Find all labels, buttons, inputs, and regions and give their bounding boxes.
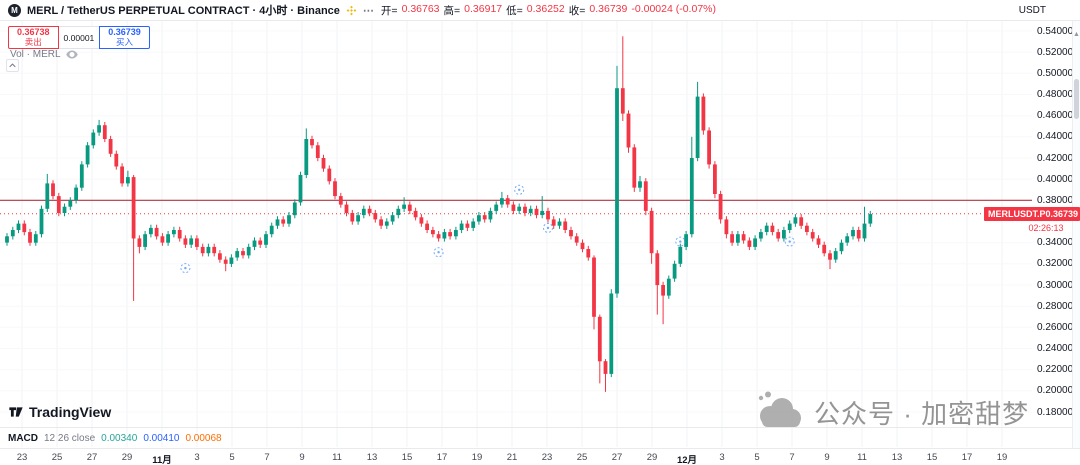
low-value: 0.36252: [526, 2, 565, 15]
price-tag-symbol: MERLUSDT.P: [988, 209, 1046, 219]
binance-icon: [346, 5, 357, 16]
bar-countdown: 02:26:13: [1028, 223, 1064, 233]
price-scale-label: 0.46000: [1037, 110, 1074, 122]
time-axis-label: 13: [891, 452, 903, 463]
chart-topbar: M MERL / TetherUS PERPETUAL CONTRACT · 4…: [0, 0, 1080, 21]
time-axis-label: 11月: [152, 455, 172, 465]
time-axis-label: 25: [576, 452, 588, 463]
high-label: 高=: [443, 4, 461, 17]
macd-legend: MACD 12 26 close 0.00340 0.00410 0.00068: [8, 433, 222, 444]
ohlc-readout: 开= 0.36763 高= 0.36917 低= 0.36252 收= 0.36739 …: [381, 3, 716, 18]
price-scale-label: 0.24000: [1037, 343, 1074, 354]
close-value: 0.36739: [589, 2, 628, 15]
buy-price: 0.36739: [108, 26, 141, 37]
price-scale-label: 0.28000: [1037, 300, 1074, 312]
time-axis-label: 9: [299, 452, 305, 463]
time-axis-label: 19: [996, 452, 1008, 463]
low-label: 低=: [506, 4, 523, 17]
price-scale-label: 0.48000: [1037, 89, 1074, 100]
price-scale-label: 0.40000: [1037, 173, 1074, 185]
scrollbar-thumb[interactable]: [1074, 79, 1079, 119]
tradingview-logo[interactable]: TradingView: [8, 404, 111, 420]
time-axis-label: 3: [194, 452, 200, 463]
time-axis-label: 11: [857, 452, 867, 463]
time-axis-label: 11: [332, 452, 342, 463]
price-scale-label: 0.22000: [1037, 364, 1074, 376]
time-axis-label: 23: [541, 452, 553, 463]
more-options-button[interactable]: ⋯: [362, 4, 375, 17]
price-scale-label: 0.38000: [1037, 194, 1074, 206]
tradingview-icon: [9, 407, 23, 417]
macd-signal-value: 0.00068: [185, 433, 222, 444]
high-value: 0.36917: [464, 2, 503, 15]
pane-collapse-button[interactable]: [6, 59, 19, 72]
time-axis-label: 19: [471, 452, 483, 463]
time-axis-label: 7: [789, 452, 795, 463]
price-tag-value: 0.36739: [1045, 209, 1079, 219]
macd-params: 12 26 close: [44, 433, 96, 444]
time-axis-label: 27: [611, 452, 623, 463]
price-scale-label: 0.20000: [1037, 385, 1074, 397]
visibility-eye-icon[interactable]: [65, 50, 78, 59]
price-scale-label: 0.32000: [1037, 258, 1074, 270]
time-axis-label: 3: [719, 452, 725, 463]
time-axis-label: 13: [366, 452, 378, 463]
open-value: 0.36763: [401, 2, 440, 15]
current-price-tag: MERLUSDT.P 0.36739: [984, 207, 1080, 221]
symbol-logo-icon: M: [8, 3, 21, 17]
spread-value: 0.00001: [58, 26, 100, 49]
time-axis-label: 23: [16, 452, 28, 463]
candlestick-chart[interactable]: [0, 0, 1032, 465]
time-axis-label: 25: [51, 452, 63, 463]
macd-title[interactable]: MACD: [8, 433, 38, 444]
scroll-up-icon[interactable]: ▲: [1073, 31, 1080, 38]
time-axis-label: 21: [506, 452, 518, 463]
chevron-up-icon: [9, 63, 16, 68]
macd-histogram-value: 0.00340: [101, 433, 138, 444]
time-axis-label: 29: [121, 452, 133, 463]
price-scale-label: 0.30000: [1037, 279, 1074, 291]
time-axis-label: 15: [401, 452, 413, 463]
macd-line-value: 0.00410: [143, 433, 180, 444]
time-axis-label: 15: [926, 452, 938, 463]
close-label: 收=: [568, 4, 586, 17]
volume-label: Vol · MERL: [10, 49, 61, 60]
buy-label: 买入: [116, 36, 134, 47]
tradingview-wordmark: TradingView: [29, 404, 112, 420]
price-scale-label: 0.44000: [1037, 131, 1074, 143]
sell-label: 卖出: [24, 36, 42, 47]
trade-widget: 0.36738 卖出 0.00001 0.36739 买入: [8, 26, 150, 49]
price-scale-label: 0.34000: [1037, 237, 1074, 249]
time-axis-label: 17: [436, 452, 448, 463]
price-scale-label: 0.54000: [1037, 25, 1074, 37]
time-axis-label: 7: [264, 452, 270, 463]
sell-button[interactable]: 0.36738 卖出: [8, 26, 59, 49]
change-value: -0.00024 (-0.07%): [631, 2, 716, 15]
price-scale-label: 0.18000: [1037, 406, 1074, 418]
time-axis[interactable]: 23 25 27 29 11月 3 5 7 9 11 13 15 17 19 21 23 25 27 29 12月 3 5…: [0, 448, 1080, 465]
volume-legend: Vol · MERL: [10, 49, 78, 60]
time-axis-label: 29: [646, 452, 658, 463]
pane-separator[interactable]: [0, 427, 1072, 428]
time-axis-label: 12月: [676, 455, 698, 465]
time-axis-label: 17: [961, 452, 973, 463]
time-axis-label: 5: [229, 452, 235, 463]
time-axis-label: 5: [754, 452, 760, 463]
symbol-title[interactable]: MERL / TetherUS PERPETUAL CONTRACT · 4小时…: [27, 5, 340, 17]
time-axis-label: 27: [86, 452, 98, 463]
open-label: 开=: [380, 4, 398, 17]
buy-button[interactable]: 0.36739 买入: [99, 26, 150, 49]
sell-price: 0.36738: [17, 26, 50, 37]
price-scale-label: 0.42000: [1037, 152, 1074, 164]
right-scrollbar: ▲: [1072, 21, 1080, 448]
currency-unit-button[interactable]: USDT: [1018, 4, 1046, 16]
price-scale-label: 0.26000: [1037, 321, 1074, 333]
time-axis-label: 9: [824, 452, 830, 463]
price-scale-label: 0.50000: [1037, 67, 1074, 79]
price-scale[interactable]: 0.54000 0.52000 0.50000 0.48000 0.46000 0.440…: [1032, 21, 1074, 448]
price-scale-label: 0.52000: [1037, 46, 1074, 58]
